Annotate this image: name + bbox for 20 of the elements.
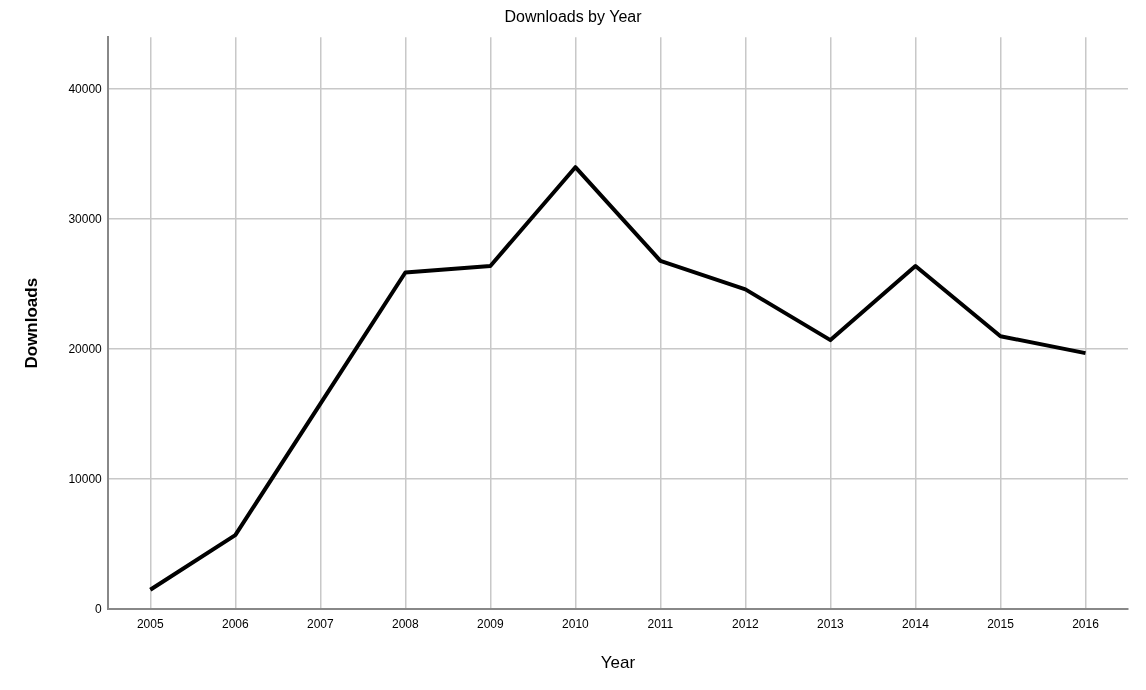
- x-tick-label: 2011: [647, 616, 674, 631]
- x-tick-label: 2010: [562, 616, 590, 631]
- x-tick-label: 2014: [902, 616, 930, 631]
- x-tick-label: 2006: [221, 616, 249, 631]
- x-tick-label: 2015: [987, 616, 1015, 631]
- y-tick-label: 10000: [68, 471, 103, 486]
- x-tick-label: 2007: [306, 616, 334, 631]
- y-tick-label: 20000: [68, 341, 103, 356]
- x-tick-label: 2012: [732, 616, 760, 631]
- chart-title: Downloads by Year: [504, 8, 643, 26]
- y-axis-title: Downloads: [21, 277, 41, 369]
- y-tick-label: 40000: [68, 81, 103, 96]
- y-tick-label: 30000: [68, 211, 103, 226]
- x-tick-label: 2009: [477, 616, 505, 631]
- x-axis-title: Year: [600, 653, 636, 673]
- x-tick-label: 2005: [136, 616, 164, 631]
- y-tick-label: 0: [95, 601, 103, 616]
- x-tick-label: 2013: [817, 616, 845, 631]
- x-tick-label: 2016: [1072, 616, 1100, 631]
- x-tick-label: 2008: [391, 616, 420, 631]
